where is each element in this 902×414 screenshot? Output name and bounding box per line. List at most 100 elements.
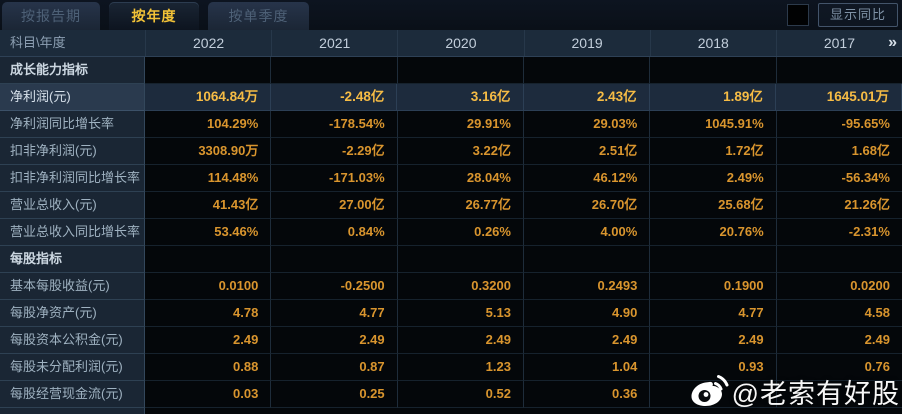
- value-cell: [397, 246, 524, 273]
- table-row[interactable]: 每股净资产(元) 4.78 4.77 5.13 4.90 4.77 4.58: [0, 300, 902, 327]
- show-yoy-checkbox[interactable]: [786, 4, 809, 26]
- value-cell: [523, 57, 651, 84]
- tab-by-year[interactable]: 按年度: [109, 2, 199, 30]
- table-row[interactable]: 每股未分配利润(元) 0.88 0.87 1.23 1.04 0.93 0.76: [0, 354, 902, 381]
- table-body: 成长能力指标 净利润(元) 1064.84万 -2.48亿 3.16亿 2.43亿 1.89…: [0, 57, 902, 408]
- row-label: 每股资本公积金(元): [0, 327, 145, 354]
- value-cell: 1.89亿: [649, 84, 776, 111]
- year-column-header: 2022: [145, 30, 271, 56]
- table-row[interactable]: 基本每股收益(元) 0.0100 -0.2500 0.3200 0.2493 0.1900…: [0, 273, 902, 300]
- corner-header-label: 科目\年度: [10, 35, 66, 50]
- row-label: 营业总收入同比增长率: [0, 219, 145, 246]
- table-row[interactable]: 每股资本公积金(元) 2.49 2.49 2.49 2.49 2.49 2.49: [0, 327, 902, 354]
- row-label: 每股未分配利润(元): [0, 354, 145, 381]
- value-cell: 53.46%: [145, 219, 272, 246]
- value-cell: [271, 246, 398, 273]
- section-header-row[interactable]: 成长能力指标: [0, 57, 902, 84]
- value-cell: 0.88: [145, 354, 272, 381]
- value-cell: 29.03%: [523, 111, 651, 138]
- row-label: 基本每股收益(元): [0, 273, 145, 300]
- value-cell: 21.26亿: [776, 192, 902, 219]
- value-cell: -2.48亿: [271, 84, 398, 111]
- row-label: 每股经营现金流(元): [0, 381, 145, 408]
- value-cell: 0.25: [271, 381, 398, 408]
- value-cell: 0.03: [145, 381, 272, 408]
- value-cell: -178.54%: [271, 111, 398, 138]
- value-cell: 46.12%: [523, 165, 651, 192]
- value-cell: [397, 57, 524, 84]
- value-cell: 3.16亿: [397, 84, 524, 111]
- value-cell: 28.04%: [397, 165, 524, 192]
- year-column-header: 2021: [271, 30, 397, 56]
- value-cell: 2.49: [271, 327, 398, 354]
- value-cell: 4.78: [145, 300, 272, 327]
- value-cell: 2.49: [523, 327, 651, 354]
- year-column-header: 2019: [523, 30, 650, 56]
- value-cell: 104.29%: [145, 111, 272, 138]
- value-cell: 1.72亿: [650, 138, 777, 165]
- value-cell: 4.90: [523, 300, 651, 327]
- value-cell: 1645.01万: [775, 84, 902, 111]
- value-cell: [776, 57, 902, 84]
- table-row[interactable]: 扣非净利润(元) 3308.90万 -2.29亿 3.22亿 2.51亿 1.72亿 1.6…: [0, 138, 902, 165]
- table-row[interactable]: 营业总收入同比增长率 53.46% 0.84% 0.26% 4.00% 20.76% -2.…: [0, 219, 902, 246]
- value-cell: 2.49: [776, 327, 902, 354]
- value-cell: [271, 57, 398, 84]
- value-cell: [523, 246, 651, 273]
- row-label: 成长能力指标: [0, 57, 145, 84]
- value-cell: 2.43亿: [523, 84, 650, 111]
- row-label: 扣非净利润(元): [0, 138, 145, 165]
- value-cell: 41.43亿: [145, 192, 272, 219]
- table-row[interactable]: 净利润同比增长率 104.29% -178.54% 29.91% 29.03% 1045.…: [0, 111, 902, 138]
- value-cell: [145, 246, 272, 273]
- value-cell: 1.68亿: [776, 138, 902, 165]
- row-label: 每股指标: [0, 246, 145, 273]
- value-cell: 1045.91%: [650, 111, 777, 138]
- value-cell: 1.23: [397, 354, 524, 381]
- year-column-header: 2017»: [775, 30, 902, 56]
- value-cell: 2.49: [397, 327, 524, 354]
- row-label: 每股净资产(元): [0, 300, 145, 327]
- year-column-header: 2018: [649, 30, 776, 56]
- value-cell: 0.76: [776, 354, 902, 381]
- show-yoy-controls: 显示同比: [786, 3, 898, 27]
- section-header-row[interactable]: 每股指标: [0, 246, 902, 273]
- value-cell: [650, 246, 777, 273]
- show-yoy-button[interactable]: 显示同比: [817, 3, 898, 27]
- value-cell: 29.91%: [397, 111, 524, 138]
- row-label: 净利润(元): [0, 84, 145, 111]
- tab-by-single-quarter[interactable]: 按单季度: [208, 2, 309, 30]
- value-cell: -95.65%: [776, 111, 902, 138]
- table-row[interactable]: 净利润(元) 1064.84万 -2.48亿 3.16亿 2.43亿 1.89亿 1645.…: [0, 84, 902, 111]
- value-cell: -2.31%: [776, 219, 902, 246]
- value-cell: 0.36: [523, 381, 651, 408]
- value-cell: 2.51亿: [523, 138, 651, 165]
- more-years-icon[interactable]: »: [888, 34, 898, 51]
- row-label: 净利润同比增长率: [0, 111, 145, 138]
- value-cell: [776, 246, 902, 273]
- value-cell: 2.49: [145, 327, 272, 354]
- value-cell: 2.49%: [650, 165, 777, 192]
- value-cell: -0.2500: [271, 273, 398, 300]
- tab-bar: 按报告期 按年度 按单季度 显示同比: [0, 0, 902, 30]
- clipped-next-row: [0, 408, 902, 414]
- value-cell: 0.93: [650, 354, 777, 381]
- value-cell: 0.87: [271, 354, 398, 381]
- value-cell: 27.00亿: [271, 192, 398, 219]
- value-cell: 0.2493: [523, 273, 651, 300]
- table-row[interactable]: 每股经营现金流(元) 0.03 0.25 0.52 0.36: [0, 381, 902, 408]
- value-cell: [145, 57, 272, 84]
- year-column-header: 2020: [397, 30, 523, 56]
- table-row[interactable]: 营业总收入(元) 41.43亿 27.00亿 26.77亿 26.70亿 25.68亿 21…: [0, 192, 902, 219]
- value-cell: 0.52: [397, 381, 524, 408]
- row-label: 营业总收入(元): [0, 192, 145, 219]
- table-row[interactable]: 扣非净利润同比增长率 114.48% -171.03% 28.04% 46.12% 2.4…: [0, 165, 902, 192]
- tab-by-report-period[interactable]: 按报告期: [2, 2, 100, 30]
- value-cell: 1064.84万: [145, 84, 272, 111]
- value-cell: 4.77: [650, 300, 777, 327]
- value-cell: 2.49: [650, 327, 777, 354]
- value-cell: 0.3200: [397, 273, 524, 300]
- table-header-row: 科目\年度 2022 2021 2020 2019 2018 2017»: [0, 30, 902, 57]
- row-label: 扣非净利润同比增长率: [0, 165, 145, 192]
